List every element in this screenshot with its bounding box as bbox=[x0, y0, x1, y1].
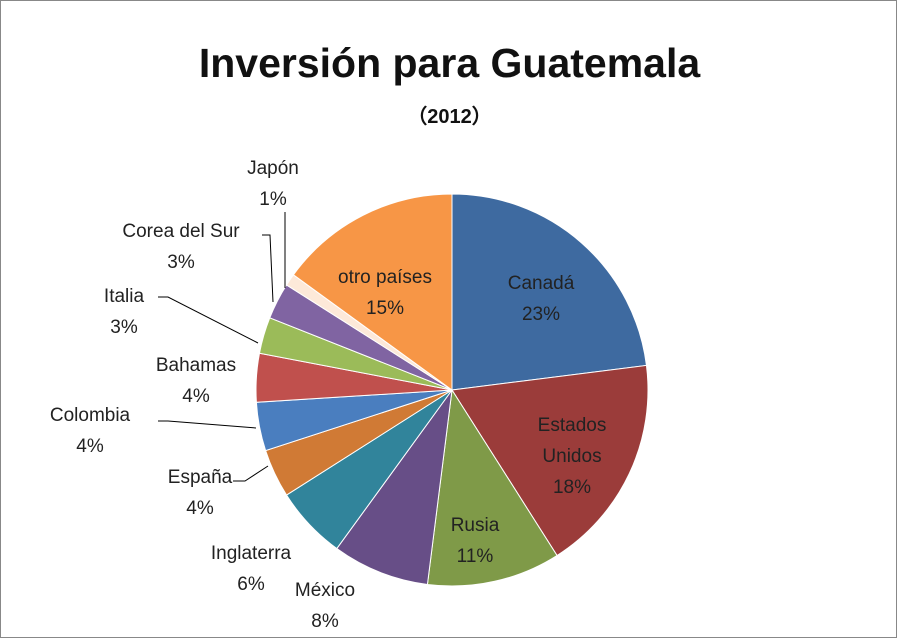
leader-line bbox=[262, 234, 274, 303]
slice-name: Inglaterra bbox=[210, 543, 292, 564]
slice-label: Inglaterra 6% bbox=[211, 538, 291, 600]
slice-value: 11% bbox=[456, 546, 494, 567]
slice-name: Italia bbox=[103, 286, 145, 307]
slice-value: 18% bbox=[552, 477, 592, 498]
slice-value: 23% bbox=[521, 304, 561, 325]
chart-subtitle: （2012） bbox=[407, 106, 492, 128]
slice-value: 3% bbox=[167, 252, 195, 273]
slice-name: Estados Unidos bbox=[537, 415, 607, 467]
pie-slice bbox=[292, 193, 453, 391]
slice-name: otro países bbox=[338, 267, 432, 288]
slice-name: Colombia bbox=[49, 405, 131, 426]
slice-label: Rusia 11% bbox=[451, 510, 500, 572]
slice-name: Japón bbox=[247, 158, 299, 179]
slice-value: 8% bbox=[311, 611, 339, 632]
slice-label: Bahamas 4% bbox=[156, 350, 236, 412]
slice-value: 1% bbox=[259, 189, 287, 210]
pie-slice bbox=[336, 389, 453, 586]
slice-value: 15% bbox=[365, 298, 405, 319]
pie-slice bbox=[426, 388, 558, 587]
slice-label: Estados Unidos 18% bbox=[527, 410, 617, 503]
slice-value: 4% bbox=[186, 498, 214, 519]
slice-label: Corea del Sur 3% bbox=[122, 216, 239, 278]
slice-value: 4% bbox=[182, 386, 210, 407]
slice-name: Bahamas bbox=[155, 355, 237, 376]
slice-name: España bbox=[167, 467, 233, 488]
slice-value: 4% bbox=[76, 436, 104, 457]
slice-value: 6% bbox=[237, 574, 265, 595]
pie-slice bbox=[451, 364, 649, 557]
pie-slice bbox=[451, 193, 648, 391]
slice-label: Canadá 23% bbox=[508, 268, 575, 330]
slice-name: Canadá bbox=[507, 273, 575, 294]
chart-title: Inversión para Guatemala bbox=[198, 40, 701, 86]
slice-name: México bbox=[294, 580, 356, 601]
slice-label: México 8% bbox=[295, 575, 355, 637]
leader-line bbox=[158, 296, 259, 344]
slice-value: 3% bbox=[110, 317, 138, 338]
leader-line bbox=[233, 465, 269, 482]
slice-label: Colombia 4% bbox=[50, 400, 130, 462]
slice-name: Corea del Sur bbox=[122, 221, 240, 242]
slice-name: Rusia bbox=[450, 515, 500, 536]
slice-label: España 4% bbox=[168, 462, 232, 524]
slice-label: otro países 15% bbox=[338, 262, 432, 324]
leader-line bbox=[158, 420, 257, 429]
slice-label: Japón 1% bbox=[247, 153, 299, 215]
slice-label: Italia 3% bbox=[104, 281, 144, 343]
